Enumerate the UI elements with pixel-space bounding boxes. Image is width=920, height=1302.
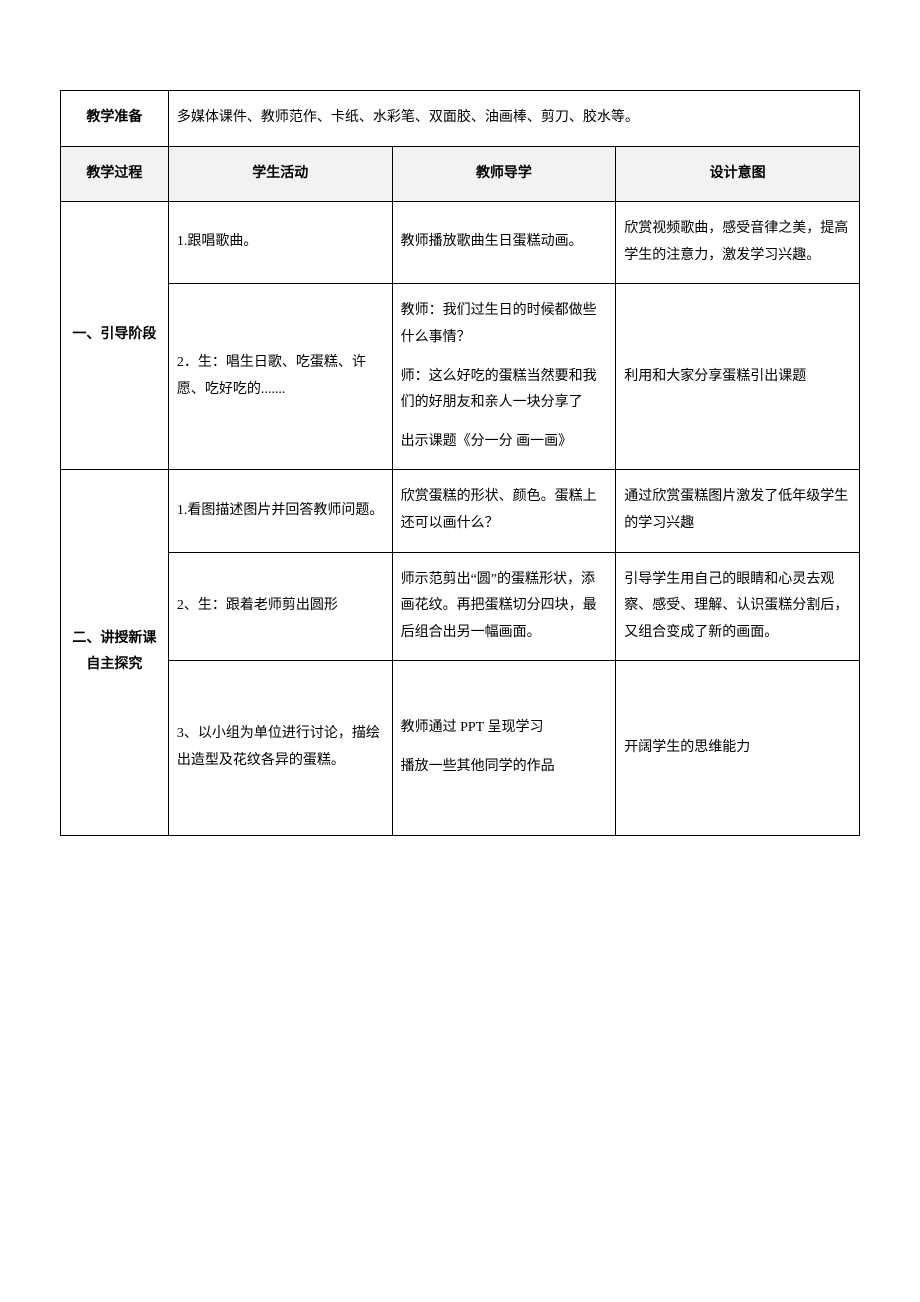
stage1-row1-intent: 欣赏视频歌曲，感受音律之美，提高学生的注意力，激发学习兴趣。 bbox=[616, 202, 860, 284]
stage1-row1-teacher: 教师播放歌曲生日蛋糕动画。 bbox=[392, 202, 616, 284]
stage2-row2-intent: 引导学生用自己的眼睛和心灵去观察、感受、理解、认识蛋糕分割后，又组合变成了新的画… bbox=[616, 552, 860, 661]
stage2-row2-teacher: 师示范剪出“圆”的蛋糕形状，添画花纹。再把蛋糕切分四块，最后组合出另一幅画面。 bbox=[392, 552, 616, 661]
header-teacher: 教师导学 bbox=[392, 146, 616, 202]
stage1-row2-teacher-p2: 师：这么好吃的蛋糕当然要和我们的好朋友和亲人一块分享了 bbox=[401, 364, 608, 417]
stage1-row2-teacher-p1: 教师：我们过生日的时候都做些什么事情？ bbox=[401, 298, 608, 351]
stage2-row1-teacher: 欣赏蛋糕的形状、颜色。蛋糕上还可以画什么？ bbox=[392, 470, 616, 552]
stage2-row3-teacher-p1: 教师通过 PPT 呈现学习 bbox=[401, 715, 608, 742]
stage1-row2-student: 2．生：唱生日歌、吃蛋糕、许愿、吃好吃的....... bbox=[168, 284, 392, 470]
stage1-row2: 2．生：唱生日歌、吃蛋糕、许愿、吃好吃的....... 教师：我们过生日的时候都… bbox=[61, 284, 860, 470]
stage1-row2-teacher-p3: 出示课题《分一分 画一画》 bbox=[401, 429, 608, 456]
lesson-plan-table: 教学准备 多媒体课件、教师范作、卡纸、水彩笔、双面胶、油画棒、剪刀、胶水等。 教… bbox=[60, 90, 860, 836]
stage2-row2: 2、生：跟着老师剪出圆形 师示范剪出“圆”的蛋糕形状，添画花纹。再把蛋糕切分四块… bbox=[61, 552, 860, 661]
stage2-row3-student: 3、以小组为单位进行讨论，描绘出造型及花纹各异的蛋糕。 bbox=[168, 661, 392, 835]
header-row: 教学过程 学生活动 教师导学 设计意图 bbox=[61, 146, 860, 202]
prep-content: 多媒体课件、教师范作、卡纸、水彩笔、双面胶、油画棒、剪刀、胶水等。 bbox=[168, 91, 859, 147]
stage2-label: 二、讲授新课自主探究 bbox=[61, 470, 169, 835]
stage2-row1-intent: 通过欣赏蛋糕图片激发了低年级学生的学习兴趣 bbox=[616, 470, 860, 552]
header-student: 学生活动 bbox=[168, 146, 392, 202]
stage1-row2-intent: 利用和大家分享蛋糕引出课题 bbox=[616, 284, 860, 470]
stage1-row2-teacher: 教师：我们过生日的时候都做些什么事情？ 师：这么好吃的蛋糕当然要和我们的好朋友和… bbox=[392, 284, 616, 470]
stage1-row1: 一、引导阶段 1.跟唱歌曲。 教师播放歌曲生日蛋糕动画。 欣赏视频歌曲，感受音律… bbox=[61, 202, 860, 284]
prep-row: 教学准备 多媒体课件、教师范作、卡纸、水彩笔、双面胶、油画棒、剪刀、胶水等。 bbox=[61, 91, 860, 147]
stage1-row1-student: 1.跟唱歌曲。 bbox=[168, 202, 392, 284]
stage2-row2-student: 2、生：跟着老师剪出圆形 bbox=[168, 552, 392, 661]
stage2-row3-intent: 开阔学生的思维能力 bbox=[616, 661, 860, 835]
stage2-row3-teacher-p2: 播放一些其他同学的作品 bbox=[401, 754, 608, 781]
header-intent: 设计意图 bbox=[616, 146, 860, 202]
header-stage: 教学过程 bbox=[61, 146, 169, 202]
stage1-label: 一、引导阶段 bbox=[61, 202, 169, 470]
prep-label: 教学准备 bbox=[61, 91, 169, 147]
stage2-row1: 二、讲授新课自主探究 1.看图描述图片并回答教师问题。 欣赏蛋糕的形状、颜色。蛋… bbox=[61, 470, 860, 552]
stage2-row3-teacher: 教师通过 PPT 呈现学习 播放一些其他同学的作品 bbox=[392, 661, 616, 835]
stage2-row3: 3、以小组为单位进行讨论，描绘出造型及花纹各异的蛋糕。 教师通过 PPT 呈现学… bbox=[61, 661, 860, 835]
stage2-row1-student: 1.看图描述图片并回答教师问题。 bbox=[168, 470, 392, 552]
